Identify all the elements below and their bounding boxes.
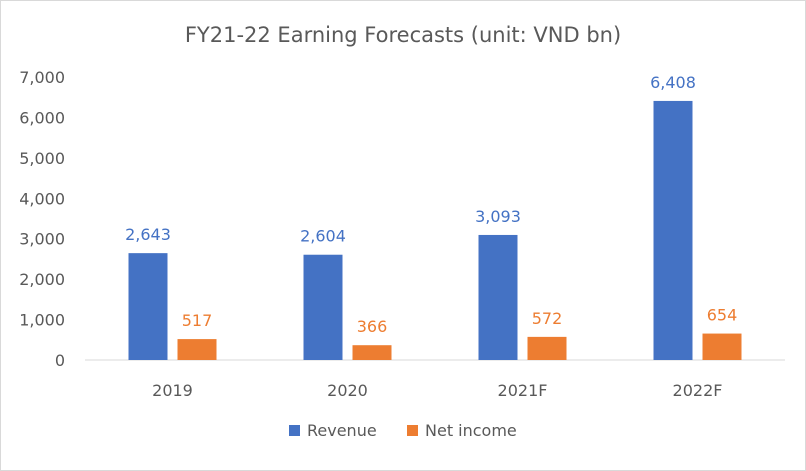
y-tick-label: 5,000: [19, 149, 65, 168]
bar-net-income: [177, 339, 217, 360]
data-label-revenue: 2,604: [300, 227, 346, 246]
y-tick-label: 0: [55, 351, 65, 370]
category-labels: 2019 2020 2021F 2022F: [152, 381, 722, 400]
legend-label-revenue: Revenue: [307, 421, 377, 440]
bar-net-income: [527, 336, 567, 360]
legend-label-net-income: Net income: [425, 421, 517, 440]
data-label-revenue: 3,093: [475, 207, 521, 226]
bar-revenue: [128, 253, 168, 360]
legend-swatch-net-income: [407, 425, 418, 436]
data-label-net-income: 517: [182, 311, 213, 330]
y-tick-label: 6,000: [19, 108, 65, 127]
y-tick-label: 3,000: [19, 230, 65, 249]
bar-revenue: [303, 254, 343, 360]
x-tick-label: 2022F: [673, 381, 723, 400]
x-tick-label: 2020: [327, 381, 368, 400]
x-tick-label: 2019: [152, 381, 193, 400]
legend: Revenue Net income: [289, 421, 517, 440]
chart-title: FY21-22 Earning Forecasts (unit: VND bn): [185, 23, 621, 47]
bars: [128, 100, 742, 360]
data-label-revenue: 2,643: [125, 225, 171, 244]
data-label-revenue: 6,408: [650, 73, 696, 92]
y-tick-label: 2,000: [19, 270, 65, 289]
y-axis-ticks: 0 1,000 2,000 3,000 4,000 5,000 6,000 7,000: [19, 68, 65, 370]
x-tick-label: 2021F: [498, 381, 548, 400]
data-label-net-income: 654: [707, 306, 738, 325]
bar-net-income: [702, 333, 742, 360]
data-labels: 2,643 517 2,604 366 3,093 572 6,408 654: [125, 73, 737, 336]
bar-revenue: [478, 234, 518, 360]
bar-net-income: [352, 345, 392, 360]
data-label-net-income: 572: [532, 309, 563, 328]
y-tick-label: 4,000: [19, 189, 65, 208]
data-label-net-income: 366: [357, 317, 388, 336]
y-tick-label: 1,000: [19, 311, 65, 330]
y-tick-label: 7,000: [19, 68, 65, 87]
legend-swatch-revenue: [289, 425, 300, 436]
bar-revenue: [653, 100, 693, 360]
